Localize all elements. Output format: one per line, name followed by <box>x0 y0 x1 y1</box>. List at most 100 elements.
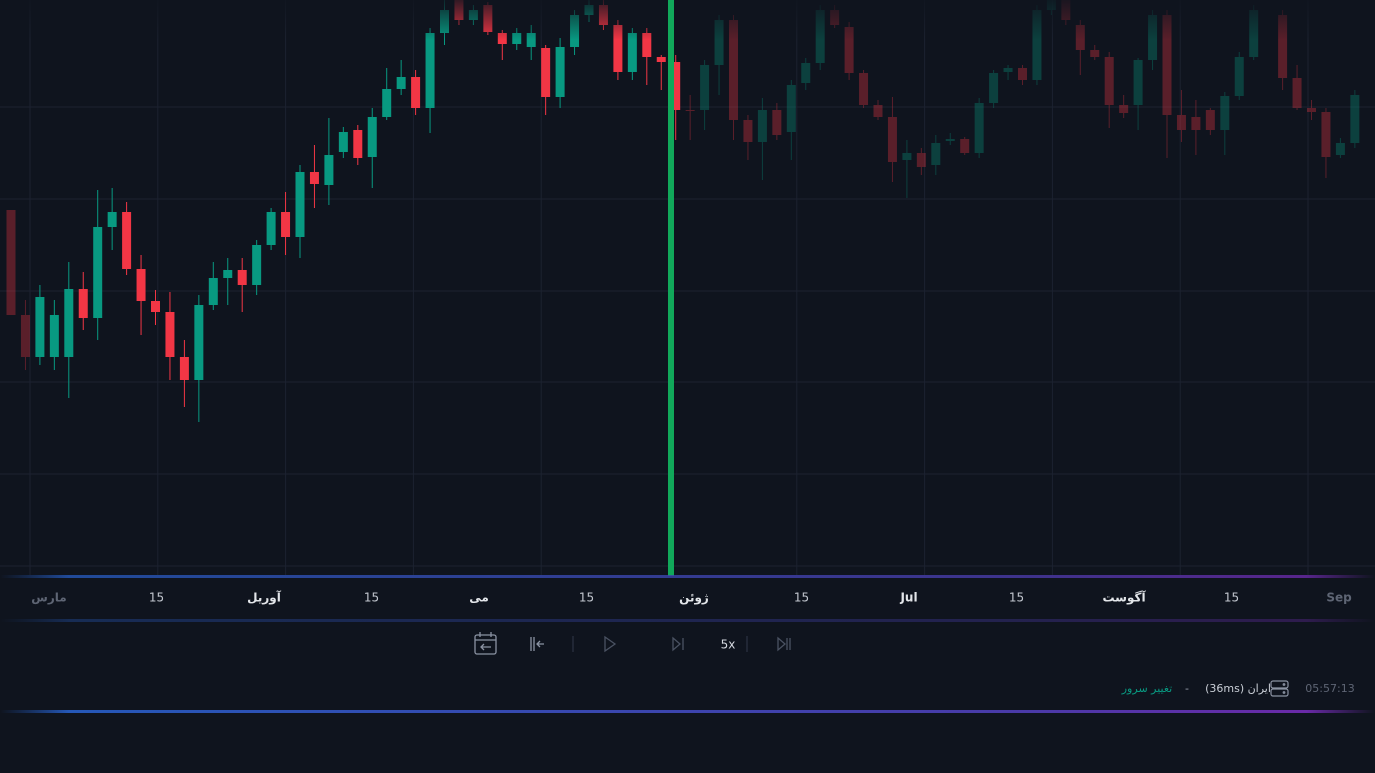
candle-body <box>1032 10 1042 80</box>
candle-body <box>1018 68 1027 80</box>
candle <box>1119 95 1129 118</box>
candle-body <box>1003 68 1013 72</box>
candle-body <box>1292 78 1302 108</box>
candle <box>1234 52 1244 100</box>
candle <box>656 55 666 90</box>
time-label: می <box>469 591 489 605</box>
candle-body <box>382 89 392 117</box>
clock: 05:57:13 <box>1305 682 1354 695</box>
time-axis: مارس 15 آوریل 15 می 15 ژوئن 15 Jul 15 آگوست 15 Sep <box>31 590 1352 606</box>
candle-body <box>656 57 666 62</box>
candle <box>989 70 999 108</box>
candle-body <box>757 110 767 142</box>
time-label: Jul <box>899 591 917 605</box>
candle-body <box>989 73 999 103</box>
candle <box>237 258 247 312</box>
time-label: 15 <box>1224 591 1239 605</box>
candle-body <box>281 212 291 237</box>
candle <box>801 58 811 90</box>
candle-body <box>208 278 218 305</box>
replay-cursor[interactable] <box>668 0 674 576</box>
candle-body <box>367 117 377 157</box>
candle-body <box>642 33 652 57</box>
candle-body <box>252 245 262 285</box>
candle-body <box>237 270 247 285</box>
candle <box>64 262 74 398</box>
candle-body <box>165 312 175 357</box>
candle <box>700 60 710 130</box>
jump-end-button[interactable] <box>777 636 791 652</box>
candle-body <box>107 212 117 227</box>
candle-body <box>960 139 970 153</box>
play-button[interactable] <box>604 635 617 653</box>
candle <box>786 80 796 160</box>
candle <box>873 100 883 120</box>
candle <box>960 137 970 155</box>
candle-body <box>324 155 334 185</box>
candle <box>902 140 912 198</box>
candle <box>367 108 377 188</box>
candle-body <box>1191 117 1201 130</box>
candle <box>49 300 59 370</box>
candle-body <box>20 315 30 357</box>
candle <box>309 145 319 208</box>
candle-body <box>353 130 363 158</box>
candle-body <box>223 270 233 278</box>
candle <box>208 262 218 310</box>
candle-body <box>729 20 738 120</box>
candle-body <box>685 110 695 111</box>
candle-body <box>945 139 955 141</box>
time-label: 15 <box>364 591 379 605</box>
candle-body <box>1278 15 1288 78</box>
candle-body <box>801 63 811 83</box>
jump-start-button[interactable] <box>530 637 544 651</box>
candle-body <box>151 301 160 312</box>
candle <box>555 38 565 108</box>
select-date-button[interactable] <box>474 632 497 655</box>
candle <box>916 148 926 175</box>
candle <box>353 125 363 165</box>
candle-body <box>931 143 941 165</box>
candle-body <box>194 305 204 380</box>
candle-body <box>1090 50 1100 57</box>
candle-body <box>844 27 854 73</box>
time-label: 15 <box>1009 591 1024 605</box>
step-forward-button[interactable] <box>672 636 684 652</box>
candle-body <box>873 105 883 117</box>
candle <box>382 68 392 120</box>
candle <box>20 300 30 370</box>
candle <box>1176 90 1186 142</box>
change-server-link[interactable]: تغییر سرور <box>1121 682 1172 695</box>
speed-button[interactable]: 5x <box>721 638 736 652</box>
candle-body <box>555 47 565 97</box>
status-separator: - <box>1185 682 1189 695</box>
candle-body <box>35 297 45 357</box>
candle-body <box>425 33 435 108</box>
candle-body <box>78 289 88 318</box>
time-label: مارس <box>31 591 66 605</box>
candle-body <box>396 77 406 89</box>
candle-body <box>541 48 551 97</box>
candle <box>859 70 869 108</box>
server-name: ایران (36ms) <box>1205 682 1271 695</box>
candle <box>223 258 233 305</box>
candle-body <box>743 120 753 142</box>
candle <box>1003 65 1013 80</box>
candle <box>1307 100 1316 120</box>
candle <box>974 98 984 158</box>
candle <box>194 295 204 422</box>
candle <box>1292 65 1302 110</box>
candle <box>1321 108 1331 178</box>
candle <box>252 240 262 295</box>
candle-body <box>714 20 724 65</box>
candle-body <box>786 85 796 132</box>
candle-body <box>887 117 897 162</box>
candle <box>338 127 348 158</box>
candle-body <box>916 153 926 167</box>
candle-body <box>671 62 681 110</box>
candle-body <box>122 212 132 269</box>
candle-body <box>1176 115 1186 130</box>
candle-body <box>136 269 146 301</box>
candle <box>671 55 681 140</box>
